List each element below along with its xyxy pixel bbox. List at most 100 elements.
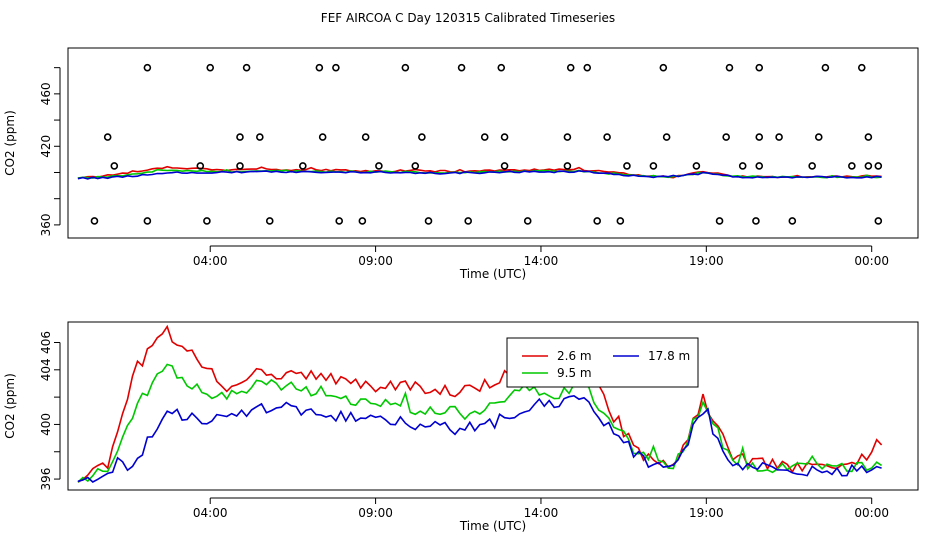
plot-frame: [67, 321, 919, 491]
data-point: [411, 162, 420, 170]
data-point: [788, 217, 797, 225]
data-point: [593, 217, 601, 225]
y-tick-label: 404: [39, 358, 53, 381]
data-point: [725, 63, 734, 72]
data-point: [236, 162, 244, 170]
data-point: [196, 162, 205, 170]
x-tick-label: 19:00: [689, 254, 724, 268]
data-point: [401, 63, 410, 72]
data-point: [603, 133, 611, 141]
x-tick-label: 09:00: [358, 506, 393, 520]
data-point: [857, 63, 866, 72]
data-point: [424, 217, 433, 225]
data-point: [203, 217, 211, 225]
data-point: [755, 133, 764, 141]
data-point: [848, 162, 856, 170]
data-point: [110, 162, 119, 170]
data-point: [814, 133, 823, 141]
data-point: [480, 133, 489, 141]
data-point: [715, 217, 724, 225]
data-point: [752, 217, 760, 225]
data-point: [808, 162, 816, 170]
data-point: [755, 162, 764, 170]
data-point: [566, 63, 575, 72]
data-point: [375, 162, 383, 170]
data-point: [649, 162, 658, 170]
x-tick-label: 14:00: [524, 254, 559, 268]
data-point: [143, 63, 152, 72]
data-point: [256, 133, 264, 141]
data-point: [500, 162, 509, 170]
data-point: [464, 217, 472, 225]
y-tick-label: 460: [39, 82, 53, 105]
x-tick-label: 04:00: [193, 254, 228, 268]
data-point: [457, 63, 466, 72]
data-point: [874, 217, 883, 225]
x-axis-label: Time (UTC): [459, 267, 526, 281]
data-point: [361, 133, 370, 141]
data-point: [864, 133, 873, 141]
data-point: [143, 217, 152, 225]
data-point: [318, 133, 327, 141]
data-point: [738, 162, 747, 170]
legend-box: [506, 337, 699, 388]
x-tick-label: 14:00: [524, 506, 559, 520]
data-point: [497, 63, 506, 72]
data-point: [103, 133, 112, 141]
data-point: [315, 63, 324, 72]
x-tick-label: 04:00: [193, 506, 228, 520]
data-point: [335, 217, 344, 225]
data-point: [874, 162, 883, 170]
plot-frame: [67, 47, 919, 239]
data-point: [616, 217, 625, 225]
data-point: [236, 133, 244, 141]
data-point: [623, 162, 631, 170]
x-tick-label: 00:00: [854, 254, 889, 268]
data-point: [659, 63, 668, 72]
data-point: [500, 133, 509, 141]
legend: 2.6 m 17.8 m 9.5 m: [506, 337, 699, 388]
data-point: [583, 63, 592, 72]
figure-title: FEF AIRCOA C Day 120315 Calibrated Times…: [321, 11, 615, 25]
data-point: [206, 63, 215, 72]
series-line-red: [77, 324, 883, 483]
data-point: [864, 162, 873, 170]
data-point: [755, 63, 764, 72]
top-chart: 04:00 09:00 14:00 19:00 00:00 Time (UTC) 360 42…: [3, 47, 919, 281]
y-tick-label: 360: [39, 213, 53, 236]
legend-label: 17.8 m: [648, 349, 690, 363]
data-point: [90, 217, 99, 225]
data-point: [662, 133, 671, 141]
y-axis-label: CO2 (ppm): [3, 373, 17, 439]
data-point: [299, 162, 307, 170]
x-tick-label: 19:00: [689, 506, 724, 520]
series-line-green: [77, 363, 883, 483]
bottom-chart: 04:00 09:00 14:00 19:00 00:00 Time (UTC) 396 40…: [3, 321, 919, 533]
data-point: [563, 133, 572, 141]
x-tick-label: 09:00: [358, 254, 393, 268]
data-point: [775, 133, 783, 141]
data-point: [821, 63, 830, 72]
y-tick-label: 400: [39, 413, 53, 436]
data-point: [242, 63, 251, 72]
series-line-blue: [77, 394, 882, 483]
data-point: [523, 217, 532, 225]
y-tick-label: 406: [39, 331, 53, 354]
y-tick-label: 396: [39, 468, 53, 491]
data-point: [332, 63, 340, 72]
x-tick-label: 00:00: [854, 506, 889, 520]
x-axis-label: Time (UTC): [459, 519, 526, 533]
data-point: [722, 133, 730, 141]
data-point: [563, 162, 572, 170]
data-point: [358, 217, 367, 225]
legend-label: 2.6 m: [557, 349, 592, 363]
y-axis-label: CO2 (ppm): [3, 110, 17, 176]
data-point: [265, 217, 274, 225]
series-line-blue: [77, 170, 882, 180]
legend-label: 9.5 m: [557, 366, 592, 380]
data-point: [418, 133, 426, 141]
y-tick-label: 420: [39, 135, 53, 158]
data-point: [692, 162, 701, 170]
